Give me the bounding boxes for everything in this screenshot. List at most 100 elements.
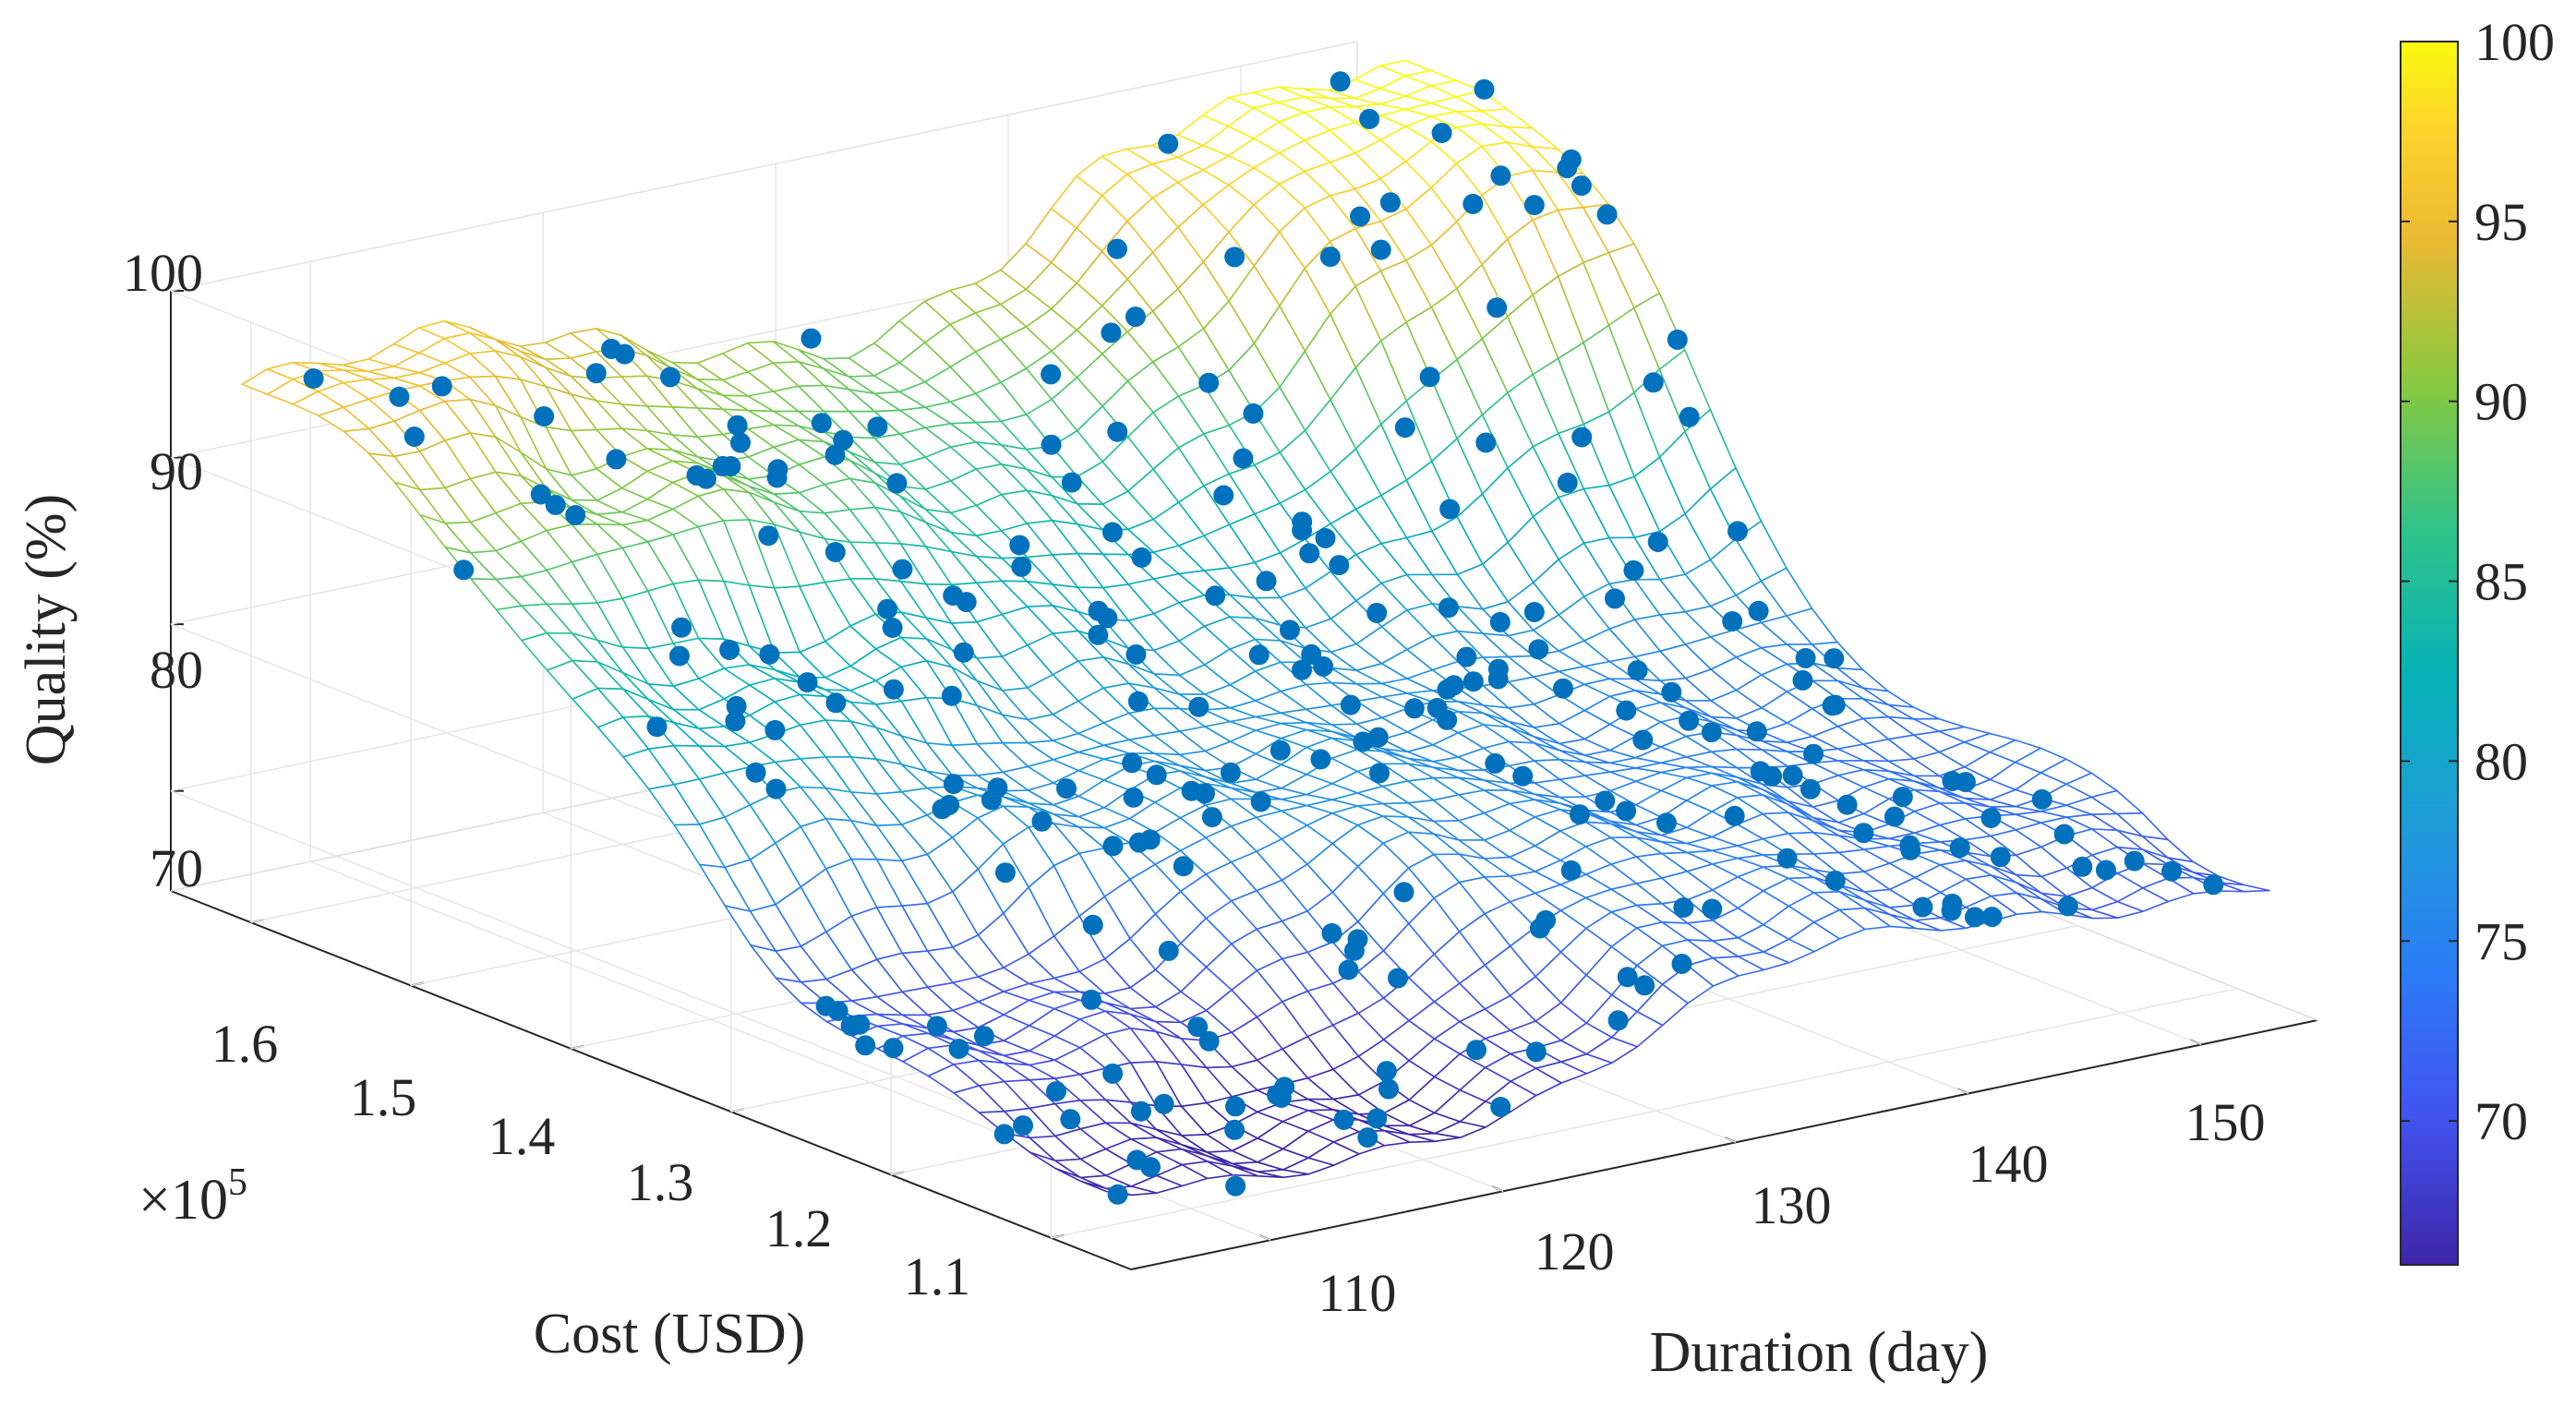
y-tick-label: 1.2 — [765, 1198, 833, 1258]
data-point — [2031, 788, 2052, 810]
data-point — [1313, 655, 1334, 677]
data-point — [1299, 543, 1320, 564]
data-point — [759, 643, 780, 665]
data-point — [1456, 646, 1477, 667]
data-point — [1463, 671, 1484, 692]
data-point — [1616, 800, 1637, 822]
data-point — [1394, 417, 1415, 439]
data-point — [1776, 848, 1798, 869]
data-point — [1366, 1108, 1388, 1129]
data-point — [1188, 696, 1210, 717]
data-point — [1243, 403, 1264, 424]
surface-mesh — [241, 59, 2270, 1197]
data-point — [1990, 847, 2011, 868]
data-point — [1343, 940, 1365, 961]
colorbar-tick-label: 75 — [2474, 911, 2528, 971]
data-point — [1762, 765, 1783, 787]
data-point — [1949, 837, 1970, 859]
data-point — [800, 328, 822, 349]
data-point — [727, 415, 748, 436]
data-point — [1803, 743, 1824, 764]
data-point — [1319, 247, 1341, 268]
z-axis-label: Quality (%) — [15, 494, 78, 765]
data-point — [565, 505, 586, 525]
data-point — [1836, 794, 1858, 815]
data-point — [303, 368, 324, 389]
data-point — [1722, 611, 1743, 631]
data-point — [1824, 648, 1845, 669]
data-point — [1673, 897, 1694, 918]
grid-line — [1051, 988, 2238, 1239]
data-point — [1746, 721, 1767, 742]
data-point — [1370, 239, 1391, 260]
data-point — [1366, 602, 1388, 623]
data-point — [1439, 499, 1461, 520]
data-point — [1359, 108, 1380, 129]
data-point — [1101, 322, 1122, 343]
surface-cell — [2218, 882, 2270, 893]
data-point — [1824, 694, 1846, 716]
data-point — [1310, 749, 1331, 770]
colorbar-tick-label: 95 — [2474, 192, 2528, 252]
data-point — [1123, 787, 1144, 808]
data-point — [1627, 660, 1648, 681]
data-point — [973, 1026, 994, 1047]
data-point — [825, 542, 846, 562]
data-point — [1557, 158, 1578, 179]
data-point — [1388, 968, 1408, 989]
data-point — [1321, 922, 1342, 944]
data-point — [797, 672, 818, 693]
data-point — [892, 559, 913, 580]
data-point — [1487, 658, 1509, 679]
data-point — [1892, 787, 1913, 808]
data-point — [1443, 675, 1464, 696]
data-point — [1656, 812, 1677, 834]
data-point — [545, 494, 566, 515]
scatter-points — [303, 71, 2224, 1205]
data-point — [1528, 639, 1549, 660]
data-point — [1270, 740, 1291, 761]
data-point — [1126, 1149, 1148, 1171]
data-point — [720, 456, 741, 476]
colorbar-tick-label: 100 — [2474, 12, 2555, 72]
data-point — [1553, 678, 1573, 699]
z-tick-label: 70 — [150, 838, 203, 898]
data-point — [1088, 624, 1109, 645]
data-point — [1980, 808, 2002, 828]
colorbar-tick-label: 80 — [2474, 731, 2528, 791]
data-point — [1824, 870, 1846, 891]
z-axis: 70 80 90 100 Quality (%) — [15, 243, 203, 898]
data-point — [1981, 907, 2003, 928]
y-axis-line — [170, 890, 1132, 1270]
data-point — [1800, 778, 1821, 800]
data-point — [1474, 78, 1495, 100]
data-point — [1724, 805, 1745, 826]
grid-line — [170, 41, 1358, 292]
data-point — [1393, 882, 1414, 903]
data-point — [1595, 790, 1616, 812]
data-point — [1279, 619, 1300, 641]
data-point — [1431, 123, 1452, 143]
data-point — [1102, 836, 1124, 857]
data-point — [1379, 192, 1401, 213]
data-point — [1748, 600, 1769, 621]
data-point — [758, 525, 779, 547]
data-point — [943, 774, 964, 795]
data-point — [1153, 1093, 1174, 1114]
data-point — [1353, 731, 1374, 752]
data-point — [1127, 691, 1149, 712]
data-point — [2203, 874, 2224, 896]
x-axis-line — [1130, 1019, 2318, 1270]
data-point — [1616, 700, 1637, 721]
data-point — [1376, 1061, 1397, 1082]
data-point — [1101, 522, 1123, 543]
data-point — [1523, 195, 1545, 216]
data-point — [811, 413, 832, 434]
data-point — [1782, 764, 1803, 786]
data-point — [1292, 511, 1313, 533]
data-point — [719, 639, 740, 660]
x-tick-label: 110 — [1318, 1263, 1397, 1323]
data-point — [1220, 762, 1241, 783]
data-point — [953, 642, 974, 663]
